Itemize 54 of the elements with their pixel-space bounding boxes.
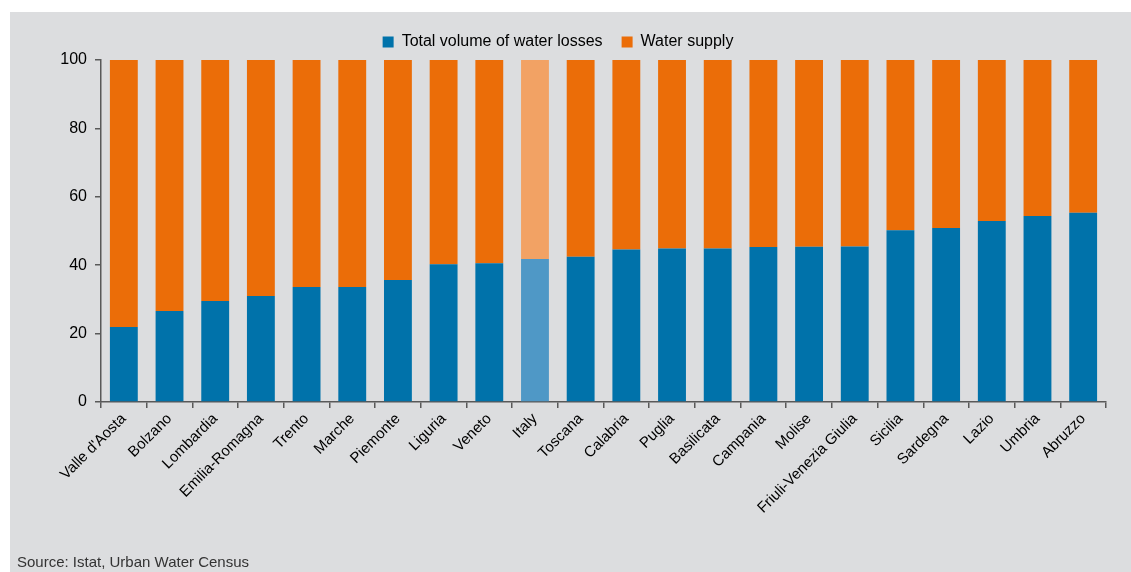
bar	[246, 295, 275, 402]
bar	[475, 60, 504, 264]
bar	[886, 230, 915, 402]
bar	[932, 227, 961, 402]
bar	[795, 246, 823, 402]
bar	[155, 311, 184, 402]
y-tick-label: 20	[69, 324, 88, 342]
bar	[1023, 60, 1052, 216]
bar	[201, 60, 230, 302]
bar	[703, 60, 732, 249]
bar	[155, 60, 184, 312]
bar	[566, 60, 595, 257]
x-tick-label: Italy	[508, 409, 541, 441]
bar	[977, 60, 1006, 222]
bar	[338, 287, 367, 402]
bar	[384, 60, 412, 280]
bar	[292, 287, 321, 402]
bar	[338, 60, 367, 288]
bar	[886, 60, 915, 231]
bar	[658, 248, 686, 402]
bar	[749, 247, 778, 402]
y-tick-label: 80	[69, 118, 88, 136]
y-tick-label: 40	[69, 255, 88, 273]
y-tick-label: 100	[60, 50, 88, 68]
bar	[1023, 215, 1052, 402]
bar	[977, 221, 1006, 402]
bar	[1069, 60, 1098, 213]
bar	[840, 60, 869, 247]
legend-label: Water supply	[640, 32, 734, 50]
bar	[840, 246, 869, 402]
bar	[566, 256, 595, 402]
bar	[429, 264, 458, 402]
bar	[749, 60, 778, 248]
bar	[703, 248, 732, 402]
bar	[109, 327, 138, 402]
bar	[521, 60, 549, 260]
bar	[1069, 212, 1098, 402]
bar	[384, 279, 412, 402]
bar	[109, 60, 138, 328]
source-note: Source: Istat, Urban Water Census	[17, 553, 250, 570]
bar	[246, 60, 275, 296]
bar	[429, 60, 458, 265]
bar	[201, 301, 230, 402]
bar	[292, 60, 321, 288]
y-tick-label: 0	[78, 392, 88, 410]
bar	[521, 259, 549, 402]
bar	[612, 60, 641, 250]
y-tick-label: 60	[69, 187, 88, 205]
bar	[795, 60, 823, 247]
bar	[475, 263, 504, 402]
bar	[612, 249, 641, 402]
legend-label: Total volume of water losses	[401, 32, 603, 50]
bar	[932, 60, 961, 228]
bar	[658, 60, 686, 249]
